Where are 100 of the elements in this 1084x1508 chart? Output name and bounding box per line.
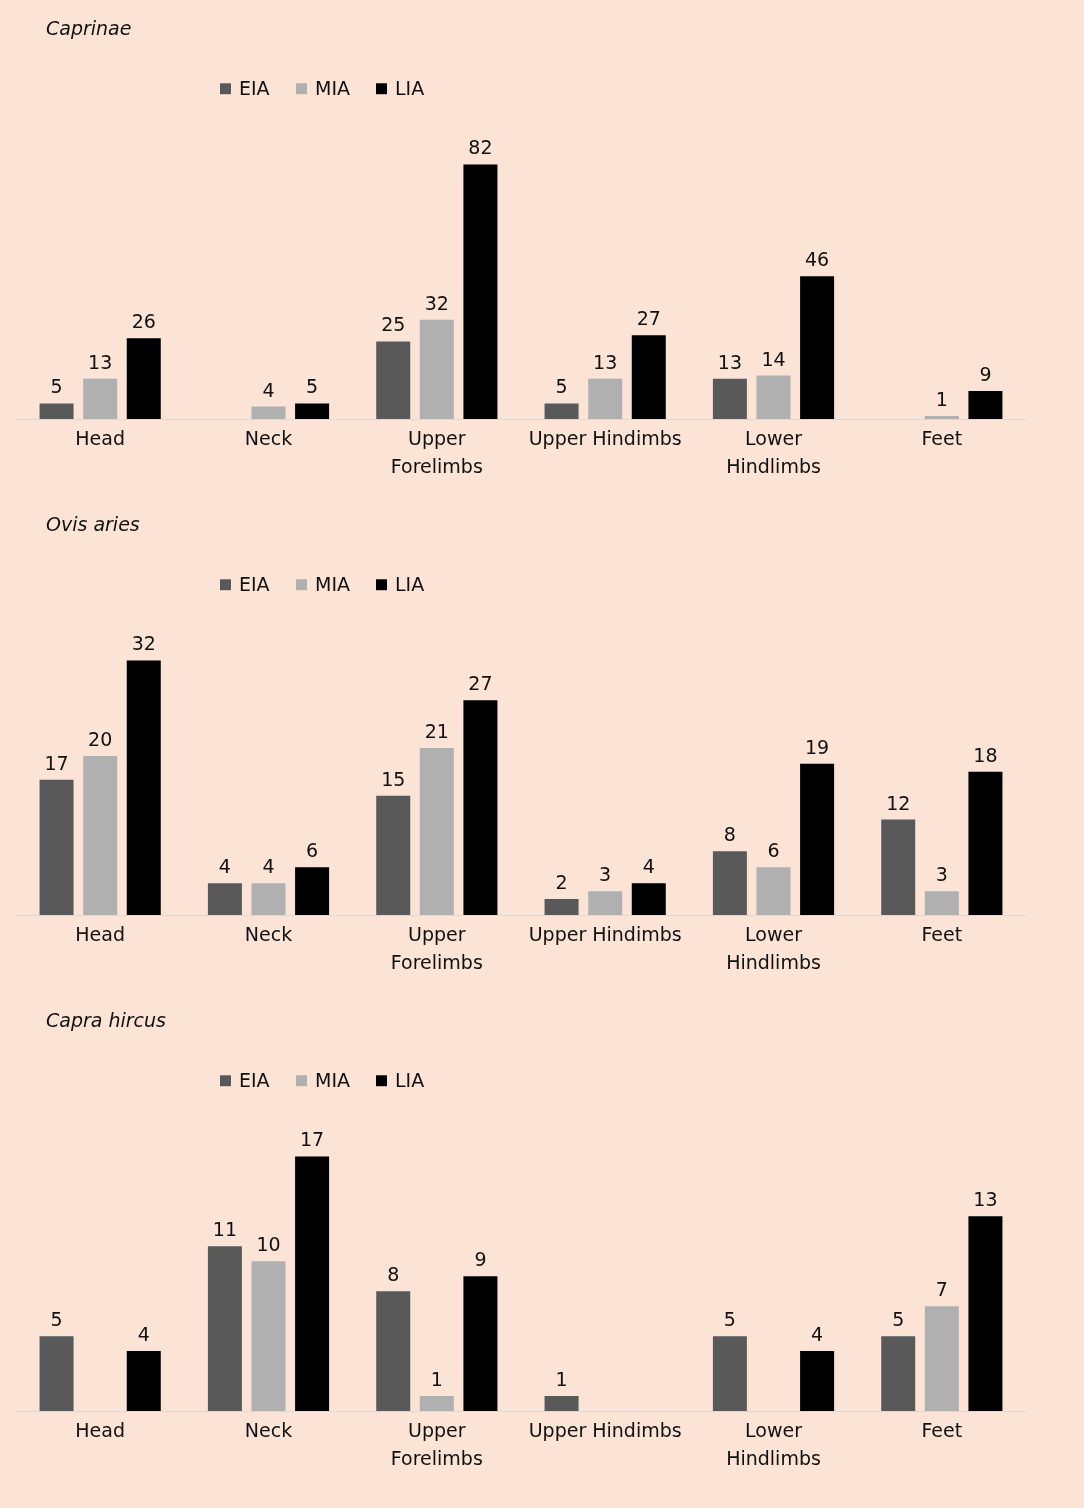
data-label: 4 — [137, 1323, 150, 1346]
data-label: 82 — [468, 136, 493, 159]
data-label: 20 — [88, 727, 113, 750]
bar — [924, 891, 959, 915]
chart-title: Capra hircus — [46, 1009, 167, 1031]
data-label: 1 — [555, 1368, 568, 1391]
bar — [39, 1336, 74, 1411]
bar — [712, 1336, 747, 1411]
data-label: 1 — [430, 1368, 443, 1391]
data-label: 5 — [50, 1308, 63, 1331]
bar — [83, 755, 118, 915]
x-tick-label: Head — [75, 426, 126, 449]
bar — [800, 276, 835, 419]
bar — [588, 891, 623, 915]
bar — [712, 378, 747, 419]
legend-label: LIA — [395, 1068, 425, 1091]
bar — [295, 403, 330, 419]
x-tick-label: Upper Forelimbs — [390, 426, 483, 477]
legend-label: LIA — [395, 572, 425, 595]
bar — [631, 883, 666, 915]
data-label: 13 — [593, 350, 618, 373]
bar — [631, 335, 666, 419]
x-tick-label: Head — [75, 1418, 126, 1441]
x-tick-label: Lower Hindlimbs — [726, 922, 821, 973]
bar — [126, 660, 161, 915]
bar — [376, 795, 411, 915]
bar — [463, 700, 498, 915]
legend-label: EIA — [239, 1068, 270, 1091]
data-label: 9 — [979, 363, 992, 386]
x-tick-label: Head — [75, 922, 126, 945]
data-label: 4 — [218, 855, 231, 878]
data-label: 1 — [935, 387, 948, 410]
x-tick-label: Neck — [244, 922, 293, 945]
bar — [588, 378, 623, 419]
legend-label: MIA — [315, 572, 350, 595]
data-label: 27 — [636, 307, 661, 330]
data-label: 4 — [642, 855, 655, 878]
bar — [126, 1351, 161, 1411]
legend-label: EIA — [239, 76, 270, 99]
bar — [544, 899, 579, 915]
data-label: 46 — [805, 248, 830, 271]
data-label: 32 — [131, 632, 156, 655]
data-label: 4 — [262, 378, 275, 401]
bar — [251, 406, 286, 419]
x-tick-label: Neck — [244, 1418, 293, 1441]
x-tick-label: Upper Forelimbs — [390, 1418, 483, 1469]
data-label: 7 — [935, 1278, 948, 1301]
x-tick-label: Feet — [921, 426, 963, 449]
bar — [39, 779, 74, 915]
bar — [419, 1396, 454, 1411]
legend-label: MIA — [315, 1068, 350, 1091]
chart-title: Caprinae — [46, 17, 132, 39]
data-label: 5 — [50, 375, 63, 398]
bar — [881, 1336, 916, 1411]
bar — [251, 883, 286, 915]
x-tick-label: Neck — [244, 426, 293, 449]
legend-label: LIA — [395, 76, 425, 99]
bar — [800, 763, 835, 915]
data-label: 5 — [555, 375, 568, 398]
bar — [419, 747, 454, 915]
x-tick-label: Lower Hindlimbs — [726, 1418, 821, 1469]
data-label: 5 — [306, 375, 319, 398]
bar — [207, 883, 242, 915]
data-label: 32 — [424, 291, 449, 314]
data-label: 4 — [262, 855, 275, 878]
data-label: 8 — [723, 823, 736, 846]
data-label: 21 — [424, 719, 449, 742]
data-label: 13 — [973, 1188, 998, 1211]
data-label: 6 — [306, 839, 319, 862]
bar — [295, 867, 330, 915]
data-label: 3 — [935, 863, 948, 886]
data-label: 10 — [256, 1233, 281, 1256]
bar — [419, 319, 454, 419]
bar — [39, 403, 74, 419]
legend-label: EIA — [239, 572, 270, 595]
x-tick-label: Feet — [921, 1418, 963, 1441]
data-label: 19 — [805, 735, 830, 758]
x-tick-label: Upper Forelimbs — [390, 922, 483, 973]
bar — [881, 819, 916, 915]
bar — [968, 391, 1003, 419]
data-label: 11 — [212, 1218, 237, 1241]
data-label: 6 — [767, 839, 780, 862]
bar — [544, 1396, 579, 1411]
data-label: 18 — [973, 743, 998, 766]
data-label: 2 — [555, 871, 568, 894]
bar — [968, 771, 1003, 915]
data-label: 17 — [44, 751, 69, 774]
data-label: 9 — [474, 1248, 487, 1271]
bar — [207, 1246, 242, 1411]
data-label: 5 — [892, 1308, 905, 1331]
data-label: 15 — [381, 767, 406, 790]
x-tick-label: Upper Hindimbs — [528, 922, 682, 945]
data-label: 5 — [723, 1308, 736, 1331]
data-label: 4 — [811, 1323, 824, 1346]
data-label: 13 — [88, 350, 113, 373]
x-tick-label: Upper Hindimbs — [528, 426, 682, 449]
bar — [376, 341, 411, 419]
bar — [463, 1276, 498, 1411]
bar — [544, 403, 579, 419]
data-label: 27 — [468, 672, 493, 695]
